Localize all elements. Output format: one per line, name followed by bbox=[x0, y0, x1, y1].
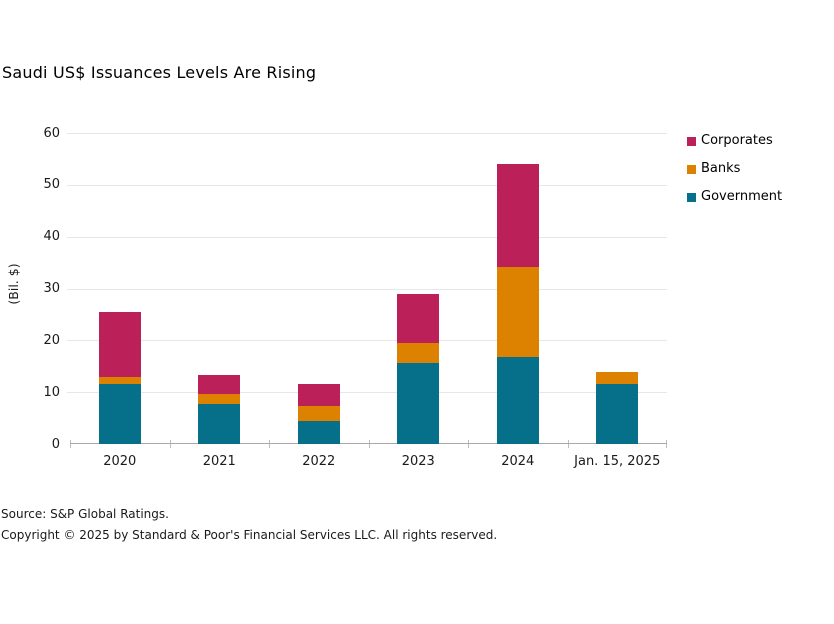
gridline-10 bbox=[67, 392, 667, 394]
x-category-label: 2024 bbox=[501, 454, 535, 469]
legend: Corporates Banks Government bbox=[687, 132, 782, 216]
x-category-label: 2020 bbox=[103, 454, 137, 469]
legend-label: Government bbox=[701, 189, 783, 204]
x-category-label: Jan. 15, 2025 bbox=[574, 454, 661, 469]
gridline-60 bbox=[67, 133, 667, 134]
bar-2022-government bbox=[297, 421, 340, 444]
y-tick-label-10: 10 bbox=[43, 384, 60, 400]
gridline-20 bbox=[67, 340, 667, 342]
bar-2024-banks bbox=[496, 267, 539, 358]
source-note: Source: S&P Global Ratings. bbox=[1, 507, 169, 521]
copyright-note: Copyright © 2025 by Standard & Poor's Fi… bbox=[1, 528, 498, 542]
legend-item-government: Government bbox=[687, 188, 782, 206]
bar-2024-government bbox=[496, 357, 539, 444]
y-tick-label-20: 20 bbox=[43, 332, 60, 348]
x-category-label: 2021 bbox=[202, 454, 236, 469]
y-tick-label-0: 0 bbox=[51, 436, 60, 452]
x-category-label: 2022 bbox=[302, 454, 336, 469]
x-axis-tick bbox=[369, 440, 370, 448]
bar-2023-government bbox=[397, 363, 440, 444]
legend-item-corporates: Corporates bbox=[687, 132, 782, 150]
bar-2020-corporates bbox=[98, 311, 141, 378]
x-axis-line bbox=[70, 443, 667, 444]
bar-2021-banks bbox=[198, 393, 241, 404]
bar-jan-15-2025-banks bbox=[596, 372, 639, 384]
bar-2023-banks bbox=[397, 342, 440, 364]
bar-jan-15-2025-government bbox=[596, 383, 639, 444]
y-tick-label-60: 60 bbox=[43, 125, 60, 141]
y-tick-label-40: 40 bbox=[43, 229, 60, 245]
bar-2023-corporates bbox=[397, 294, 440, 343]
bar-2020-banks bbox=[98, 377, 141, 385]
x-category-label: 2023 bbox=[401, 454, 435, 469]
legend-item-banks: Banks bbox=[687, 160, 782, 178]
gridline-50 bbox=[67, 184, 667, 186]
y-tick-label-30: 30 bbox=[43, 281, 60, 296]
chart-title: Saudi US$ Issuances Levels Are Rising bbox=[2, 63, 317, 82]
legend-swatch-icon bbox=[687, 137, 696, 146]
bar-2021-government bbox=[198, 403, 241, 444]
gridline-30 bbox=[67, 288, 667, 290]
legend-label: Banks bbox=[701, 161, 741, 176]
x-axis-tick bbox=[269, 440, 270, 448]
x-axis-tick bbox=[70, 440, 71, 448]
plot-area: 0 10 20 30 40 50 60 2020 2021 2022 2023 2024 Jan. 15… bbox=[43, 126, 667, 469]
bar-2024-corporates bbox=[496, 164, 539, 268]
x-axis-tick bbox=[666, 440, 667, 448]
bar-2020-government bbox=[98, 384, 141, 444]
x-axis-tick bbox=[468, 440, 469, 448]
bar-2022-banks bbox=[297, 405, 340, 422]
legend-label: Corporates bbox=[701, 133, 773, 148]
legend-swatch-icon bbox=[687, 165, 696, 174]
bar-2021-corporates bbox=[198, 375, 241, 394]
legend-swatch-icon bbox=[687, 193, 696, 202]
y-tick-label-50: 50 bbox=[43, 177, 60, 193]
x-axis-tick bbox=[568, 440, 569, 448]
x-axis-tick bbox=[170, 440, 171, 448]
gridline-40 bbox=[67, 236, 667, 238]
bar-2022-corporates bbox=[297, 384, 340, 406]
